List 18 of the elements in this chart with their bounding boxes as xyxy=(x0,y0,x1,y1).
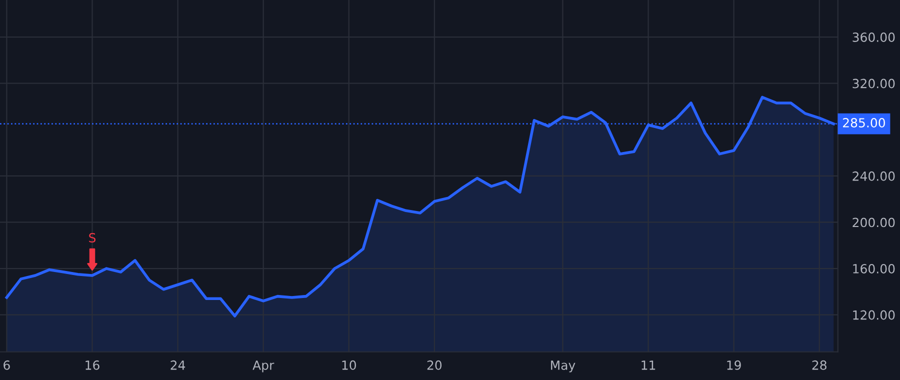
y-tick-label: 120.00 xyxy=(853,310,895,320)
ref-line-label: 285.00 xyxy=(843,118,885,128)
x-tick-label: 16 xyxy=(86,360,100,370)
x-tick-label: 20 xyxy=(427,360,442,370)
annotation: S xyxy=(89,233,96,243)
y-tick-label: 240.00 xyxy=(852,171,895,181)
x-tick-label: 24 xyxy=(170,360,186,370)
x-tick-label: 10 xyxy=(342,360,356,370)
y-tick-label: 160.00 xyxy=(853,264,895,274)
y-tick-label: 200.00 xyxy=(852,218,895,228)
x-tick-label: 28 xyxy=(812,360,826,370)
y-tick-label: 320.00 xyxy=(852,78,895,88)
x-tick-label: 19 xyxy=(727,360,741,370)
y-tick-label: 360.00 xyxy=(852,32,895,42)
x-tick-label: 11 xyxy=(642,360,656,370)
x-tick-label: Apr xyxy=(252,360,274,372)
x-tick-label: May xyxy=(551,360,576,372)
x-tick-label: 6 xyxy=(4,360,10,370)
